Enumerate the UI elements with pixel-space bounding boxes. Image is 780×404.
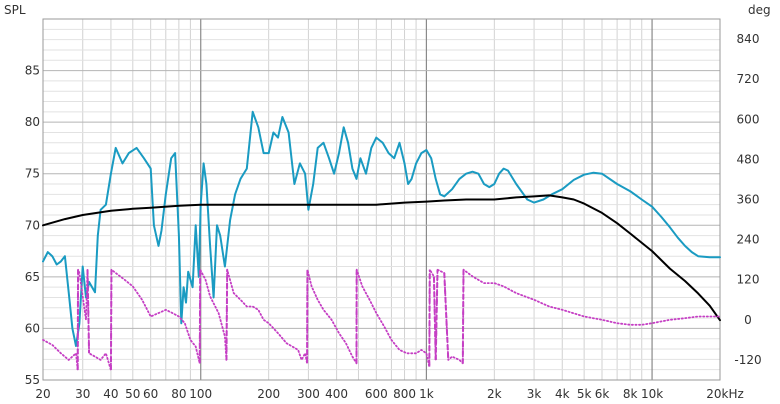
x-tick-label: 300	[297, 387, 320, 401]
y-left-tick-label: 80	[25, 115, 40, 129]
y-right-tick-label: 480	[737, 152, 760, 166]
x-tick-label: 80	[171, 387, 186, 401]
y-right-tick-label: 600	[737, 112, 760, 126]
x-tick-label: 3k	[527, 387, 542, 401]
y-right-tick-label: -120	[734, 353, 761, 367]
x-tick-label: 6k	[595, 387, 610, 401]
x-tick-label: 400	[325, 387, 348, 401]
y-right-tick-label: 720	[737, 72, 760, 86]
y-left-tick-label: 70	[25, 218, 40, 232]
x-axis-tick-labels: 20 30 40 50 60 80 100 200 300 400 600 800 1k 2k 3k 4k 5k…	[35, 387, 743, 401]
phase-wrap-segment	[86, 269, 91, 354]
y-right-tick-label: 840	[737, 32, 760, 46]
y-left-tick-label: 60	[25, 321, 40, 335]
phase-wrap-segment	[225, 269, 229, 360]
x-tick-label: 100	[189, 387, 212, 401]
x-tick-label: 40	[103, 387, 118, 401]
x-tick-label: 5k	[577, 387, 592, 401]
y-right-tick-label: 360	[737, 193, 760, 207]
y-right-tick-label: 240	[737, 233, 760, 247]
x-tick-label: 1k	[419, 387, 434, 401]
x-tick-label: 10k	[641, 387, 663, 401]
y-right-tick-labels: -120 0 120 240 360 480 600 720 840	[734, 32, 761, 367]
series-line-3	[42, 268, 721, 371]
y-right-tick-label: 120	[737, 273, 760, 287]
x-tick-label: 2k	[487, 387, 502, 401]
series-line-1	[42, 110, 721, 347]
y-left-tick-label: 85	[25, 64, 40, 78]
phase-wrap-segment	[434, 269, 439, 360]
y-right-axis-label: deg	[748, 3, 771, 17]
x-tick-label: 800	[393, 387, 416, 401]
y-left-tick-label: 65	[25, 270, 40, 284]
x-tick-label: 8k	[623, 387, 638, 401]
y-right-tick-label: 0	[744, 313, 752, 327]
x-tick-label: 4k	[555, 387, 570, 401]
x-tick-label: 30	[75, 387, 90, 401]
x-tick-label: 20kHz	[706, 387, 744, 401]
phase-wrap-segment	[432, 276, 437, 360]
minor-gridlines	[42, 19, 721, 380]
x-tick-label: 600	[365, 387, 388, 401]
series-group	[42, 110, 721, 371]
y-left-tick-label: 75	[25, 167, 40, 181]
y-left-tick-labels: 55 60 65 70 75 80 85	[25, 64, 40, 387]
x-tick-label: 200	[257, 387, 280, 401]
phase-wrap-segment	[443, 272, 450, 360]
series-line-2	[42, 194, 721, 322]
y-left-tick-label: 55	[25, 373, 40, 387]
major-gridlines	[42, 18, 721, 381]
x-tick-label: 60	[143, 387, 158, 401]
y-left-axis-label: SPL	[4, 3, 26, 17]
x-tick-label: 20	[35, 387, 50, 401]
plot-border	[42, 18, 721, 381]
plot-area	[43, 19, 720, 380]
x-tick-label: 50	[125, 387, 140, 401]
